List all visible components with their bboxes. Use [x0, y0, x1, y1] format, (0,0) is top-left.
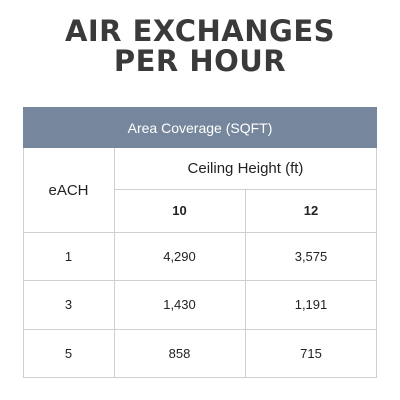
ceiling-height-header: Ceiling Height (ft) [114, 148, 377, 189]
grid-line [23, 280, 377, 281]
table-cell: 1,430 [114, 280, 245, 329]
page-title: AIR EXCHANGES PER HOUR [0, 16, 400, 76]
grid-line [23, 148, 24, 378]
grid-line [376, 148, 377, 378]
grid-line [114, 148, 115, 378]
each-value: 5 [64, 345, 73, 361]
grid-line [114, 189, 377, 190]
coverage-table: Area Coverage (SQFT) eACH Ceiling Height… [23, 107, 377, 378]
table-cell: 1,191 [245, 280, 377, 329]
grid-line [23, 377, 377, 378]
column-header-12: 12 [245, 189, 377, 232]
coverage-value: 1,430 [163, 297, 196, 312]
area-coverage-label: Area Coverage (SQFT) [127, 119, 273, 136]
area-coverage-band: Area Coverage (SQFT) [23, 107, 377, 148]
coverage-value: 715 [300, 345, 322, 361]
coverage-value: 3,575 [294, 248, 328, 264]
title-line-1: AIR EXCHANGES [64, 14, 336, 48]
each-header: eACH [23, 148, 114, 232]
table-cell: 4,290 [114, 232, 245, 280]
coverage-value: 1,191 [294, 297, 328, 312]
table-cell: 858 [114, 329, 245, 377]
table-row-each: 3 [23, 280, 114, 329]
ceiling-height-label: Ceiling Height (ft) [187, 160, 304, 177]
grid-line [23, 329, 377, 330]
table-row-each: 5 [23, 329, 114, 377]
table-cell: 3,575 [245, 232, 377, 280]
column-header-10: 10 [114, 189, 245, 232]
each-value: 1 [64, 248, 73, 264]
grid-line [23, 232, 377, 233]
title-line-2: PER HOUR [113, 44, 287, 78]
each-value: 3 [64, 297, 73, 312]
table-row-each: 1 [23, 232, 114, 280]
column-header-label: 10 [172, 203, 187, 218]
each-header-label: eACH [48, 181, 89, 199]
coverage-value: 4,290 [163, 248, 196, 264]
column-header-label: 12 [303, 203, 319, 218]
coverage-value: 858 [168, 345, 191, 361]
table-cell: 715 [245, 329, 377, 377]
grid-line [245, 189, 246, 378]
